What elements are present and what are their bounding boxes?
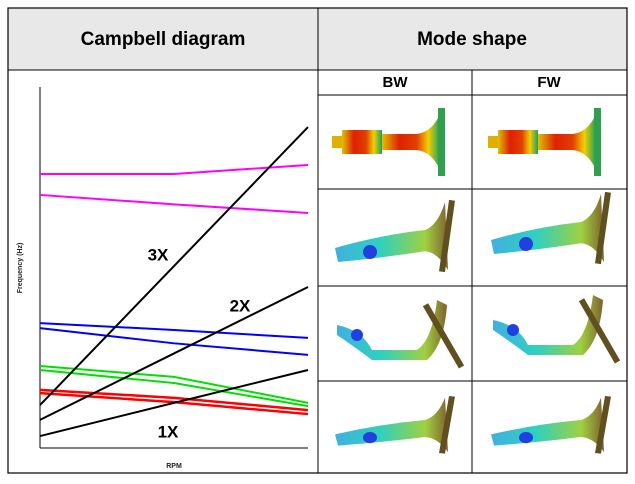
header-left: Campbell diagram [81, 29, 246, 50]
annotation: 2X [230, 296, 251, 315]
figure: Campbell diagram Mode shape BW FW RPM Fr… [0, 0, 635, 479]
x-axis-label: RPM [166, 463, 182, 470]
y-axis-label: Frequency (Hz) [17, 243, 24, 294]
annotation: 3X [148, 245, 169, 264]
series-line [40, 323, 308, 338]
column-label: FW [537, 74, 561, 91]
header-right: Mode shape [417, 29, 527, 50]
campbell-chart: RPM Frequency (Hz) 3X 2X 1X [17, 87, 308, 470]
column-label: BW [383, 74, 409, 91]
series-line [40, 195, 308, 213]
series-line [40, 328, 308, 355]
annotation: 1X [158, 422, 179, 441]
series-line [40, 127, 308, 405]
